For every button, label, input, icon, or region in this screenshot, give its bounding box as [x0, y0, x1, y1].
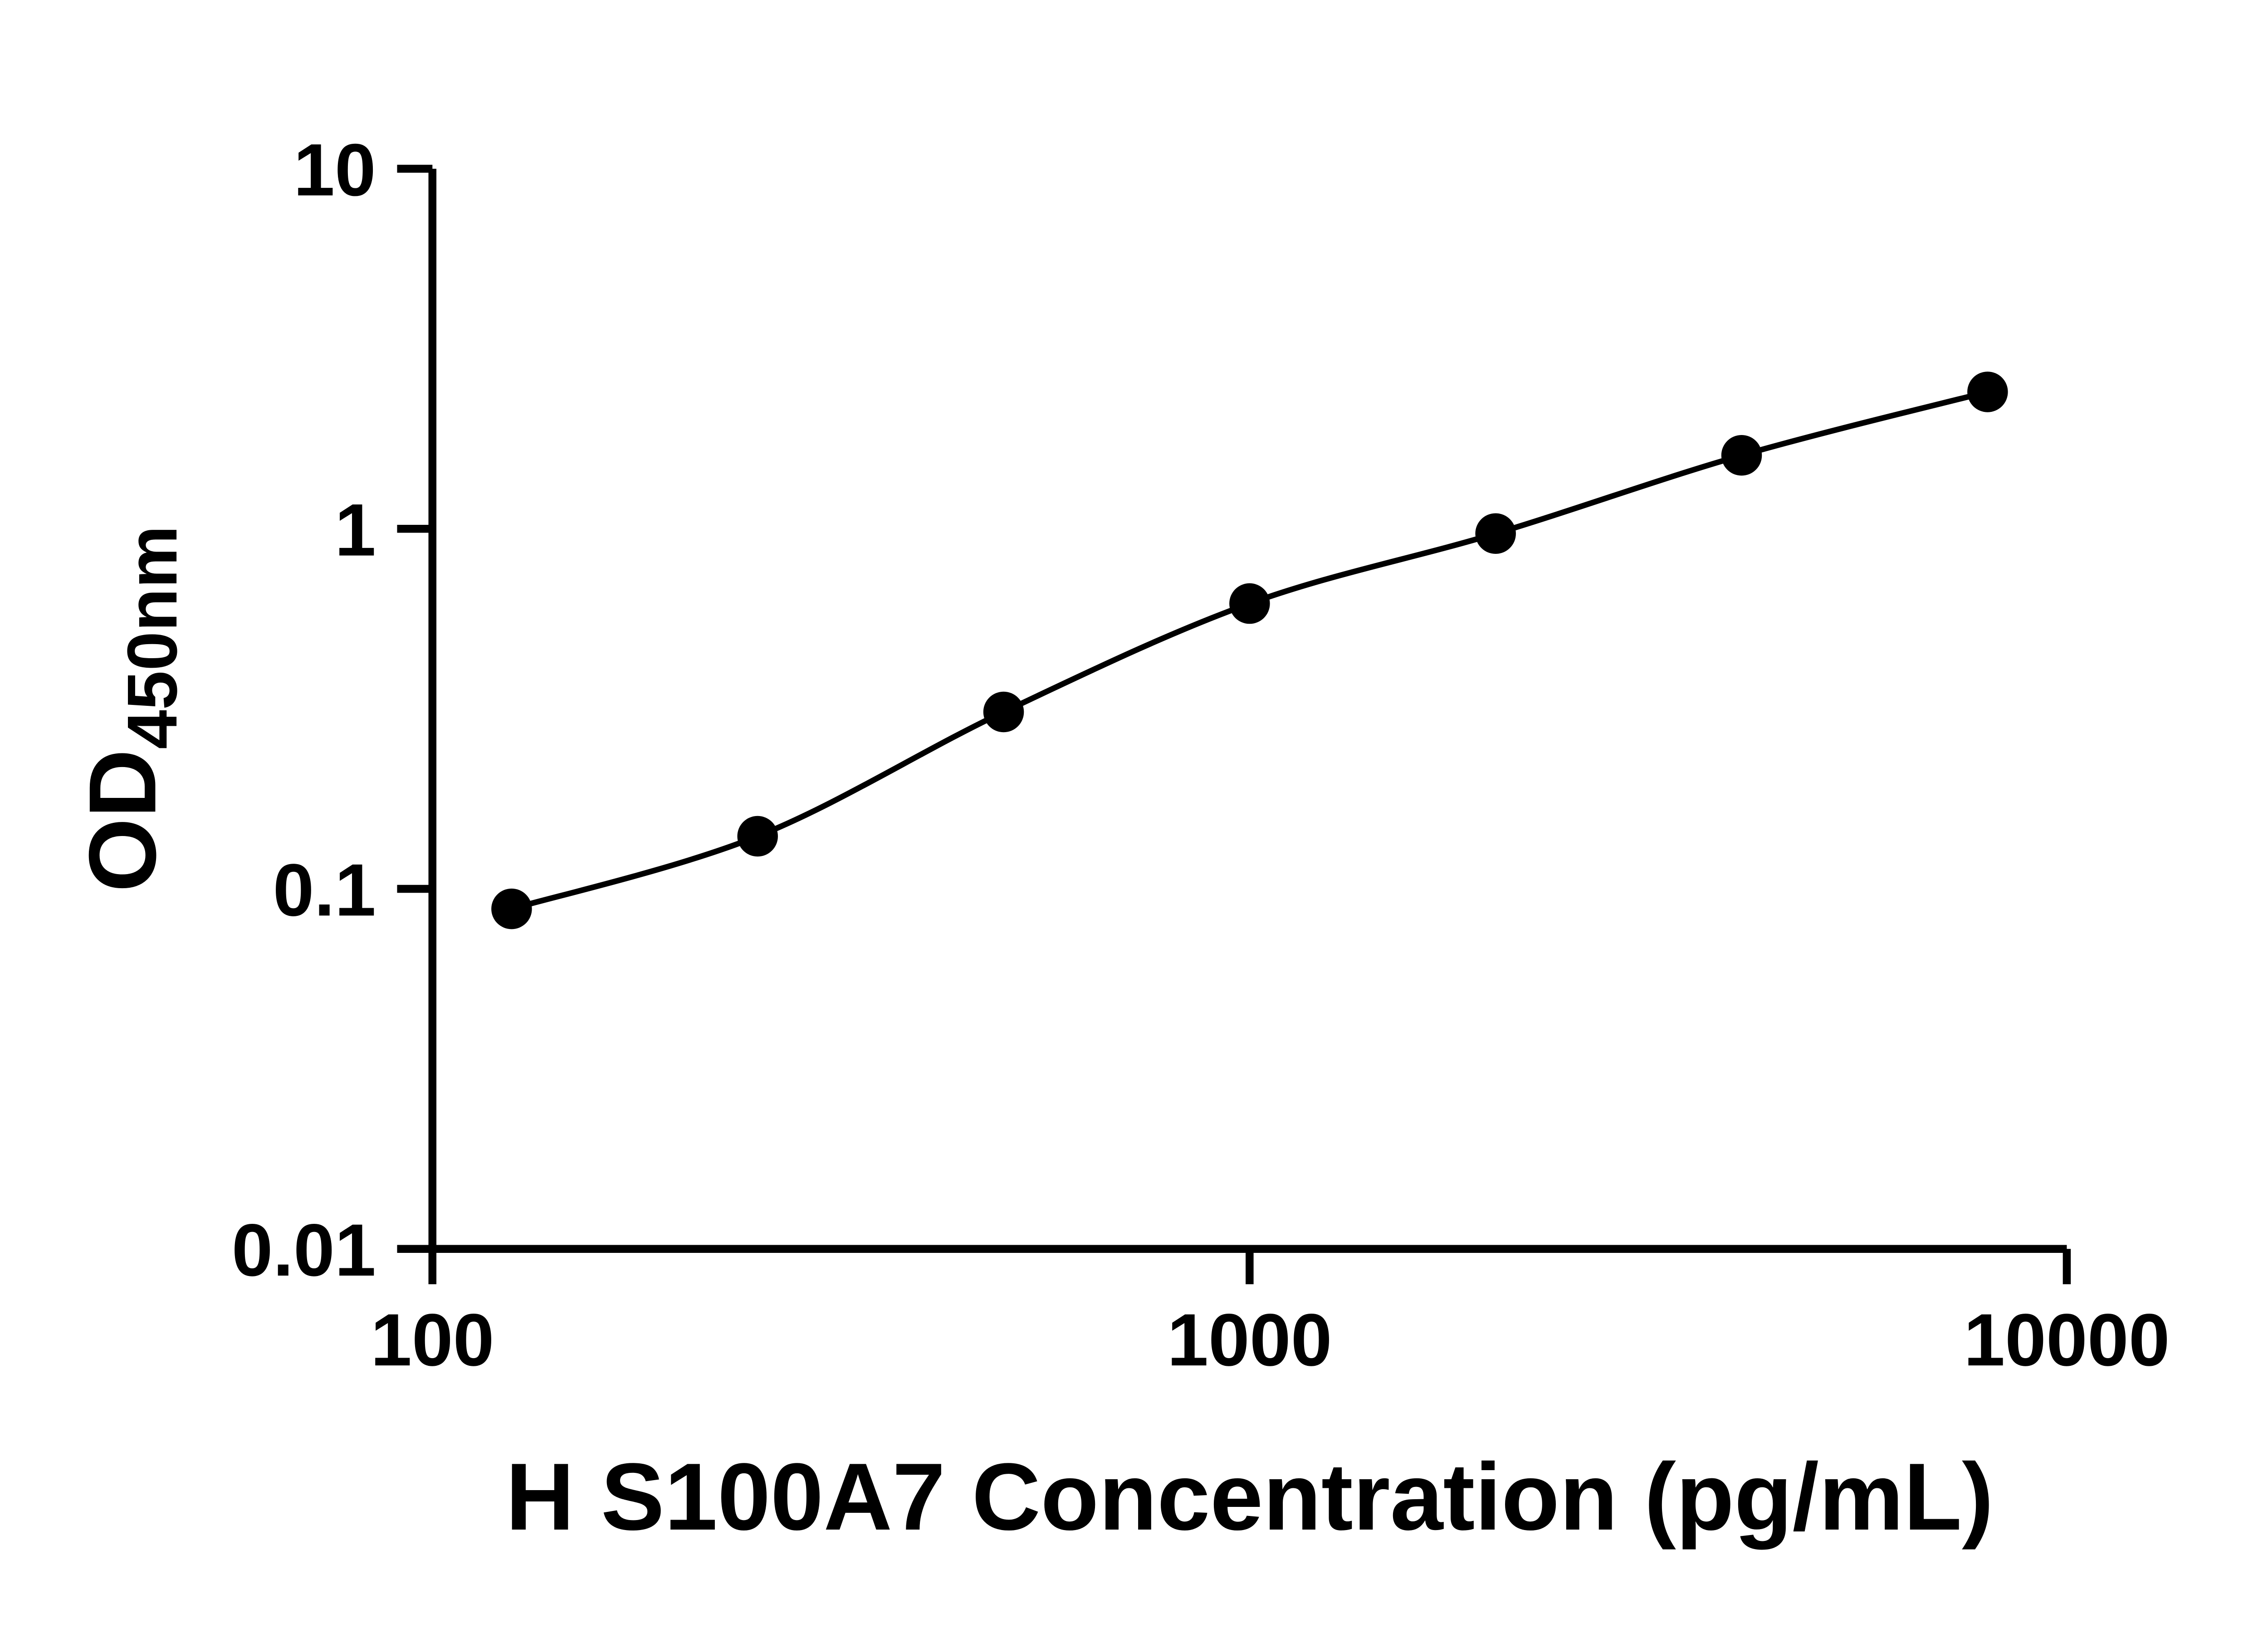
- x-tick-label: 100: [371, 1298, 494, 1381]
- y-axis-title: OD450nm: [69, 526, 191, 892]
- y-axis-title-subscript: 450nm: [112, 526, 191, 749]
- data-point: [1475, 513, 1516, 554]
- x-tick-label: 1000: [1167, 1298, 1332, 1381]
- x-axis-title: H S100A7 Concentration (pg/mL): [506, 1443, 1994, 1550]
- data-point: [1967, 372, 2008, 412]
- data-point: [491, 888, 532, 929]
- data-point: [1229, 583, 1270, 624]
- y-tick-label: 0.1: [273, 848, 376, 931]
- svg-text:OD450nm: OD450nm: [69, 526, 191, 892]
- x-tick-label: 10000: [1964, 1298, 2170, 1381]
- fit-curve: [508, 389, 1991, 912]
- y-tick-label: 0.01: [232, 1208, 376, 1291]
- plot-layer: 0.01 0.1 1 10 100 1000 10000: [232, 128, 2170, 1381]
- data-point: [983, 691, 1024, 733]
- data-point: [737, 816, 778, 857]
- y-tick-label: 10: [293, 128, 376, 211]
- data-point: [1721, 435, 1762, 476]
- y-axis-title-main: OD: [69, 749, 176, 892]
- axis-lines: [428, 168, 2067, 1253]
- y-tick-label: 1: [335, 489, 376, 572]
